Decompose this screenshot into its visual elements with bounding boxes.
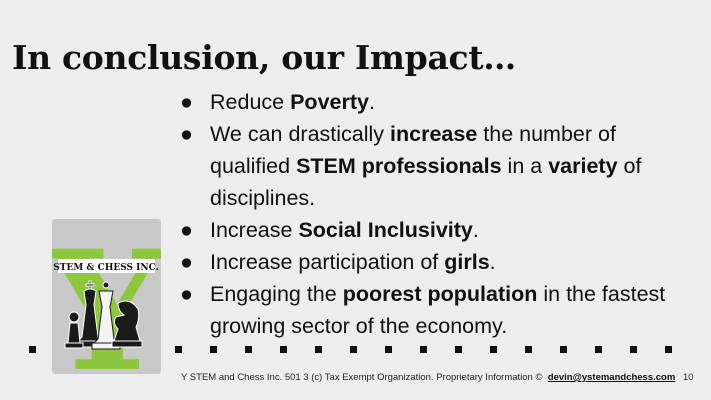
bullet-text: Increase bbox=[210, 218, 299, 242]
bullet-text: Reduce bbox=[210, 90, 291, 114]
bullet-marker: ● bbox=[180, 122, 193, 146]
bullet-text: Engaging the bbox=[210, 282, 343, 306]
footer-email-link[interactable]: devin@ystemandchess.com bbox=[547, 372, 676, 383]
bullet-emphasis: Poverty bbox=[290, 90, 369, 114]
bullet-text: of disciplines. bbox=[210, 154, 642, 210]
bullet-item: ● Increase participation of girls. bbox=[180, 246, 700, 278]
impact-bullet-list: ● Reduce Poverty. ● We can drastically inc… bbox=[180, 86, 700, 342]
bullet-emphasis: variety bbox=[548, 154, 618, 178]
logo-banner-text: STEM & CHESS INC. bbox=[53, 263, 158, 273]
bullet-marker: ● bbox=[180, 90, 193, 114]
bullet-item: ● Increase Social Inclusivity. bbox=[180, 214, 700, 246]
bullet-emphasis: Social Inclusivity bbox=[298, 218, 473, 242]
bullet-text: in a bbox=[501, 154, 549, 178]
bullet-text: in the fastest growing sector of the eco… bbox=[210, 282, 666, 338]
decorative-square bbox=[420, 346, 427, 353]
decorative-square bbox=[455, 346, 462, 353]
bullet-emphasis: STEM professionals bbox=[296, 154, 502, 178]
bullet-emphasis: girls bbox=[444, 250, 490, 274]
bullet-text: . bbox=[472, 218, 479, 242]
decorative-square bbox=[175, 346, 182, 353]
bullet-text: Increase participation of bbox=[210, 250, 445, 274]
page-number: 10 bbox=[683, 372, 694, 383]
bullet-emphasis: poorest population bbox=[342, 282, 538, 306]
bullet-marker: ● bbox=[180, 218, 193, 242]
slide-title: In conclusion, our Impact… bbox=[12, 38, 516, 77]
decorative-dot-row bbox=[0, 342, 711, 356]
slide-footer: Y STEM and Chess Inc. 501 3 (c) Tax Exem… bbox=[0, 372, 711, 392]
decorative-square bbox=[385, 346, 392, 353]
bullet-text: . bbox=[368, 90, 375, 114]
decorative-square bbox=[665, 346, 672, 353]
decorative-square bbox=[630, 346, 637, 353]
decorative-square bbox=[280, 346, 287, 353]
decorative-square bbox=[210, 346, 217, 353]
chess-pieces-icon bbox=[64, 280, 143, 350]
decorative-square bbox=[29, 346, 36, 353]
footer-notice: Y STEM and Chess Inc. 501 3 (c) Tax Exem… bbox=[181, 372, 675, 383]
bullet-item: ● We can drastically increase the number … bbox=[180, 118, 700, 214]
decorative-square bbox=[595, 346, 602, 353]
bullet-emphasis: increase bbox=[390, 122, 478, 146]
bullet-marker: ● bbox=[180, 250, 193, 274]
bullet-text: . bbox=[489, 250, 496, 274]
decorative-square bbox=[245, 346, 252, 353]
bullet-marker: ● bbox=[180, 282, 193, 306]
decorative-square bbox=[490, 346, 497, 353]
bullet-item: ● Reduce Poverty. bbox=[180, 86, 700, 118]
decorative-square bbox=[315, 346, 322, 353]
footer-text: Y STEM and Chess Inc. 501 3 (c) Tax Exem… bbox=[181, 372, 543, 383]
decorative-square bbox=[560, 346, 567, 353]
decorative-square bbox=[350, 346, 357, 353]
bullet-item: ● Engaging the poorest population in the … bbox=[180, 278, 700, 342]
logo-graphic: Y STEM & CHESS INC. bbox=[52, 219, 161, 374]
decorative-square bbox=[525, 346, 532, 353]
bullet-text: the number of qualified bbox=[210, 122, 616, 178]
logo-banner-background bbox=[58, 259, 155, 273]
y-stem-chess-logo: Y STEM & CHESS INC. bbox=[52, 219, 161, 374]
bullet-text: We can drastically bbox=[210, 122, 391, 146]
